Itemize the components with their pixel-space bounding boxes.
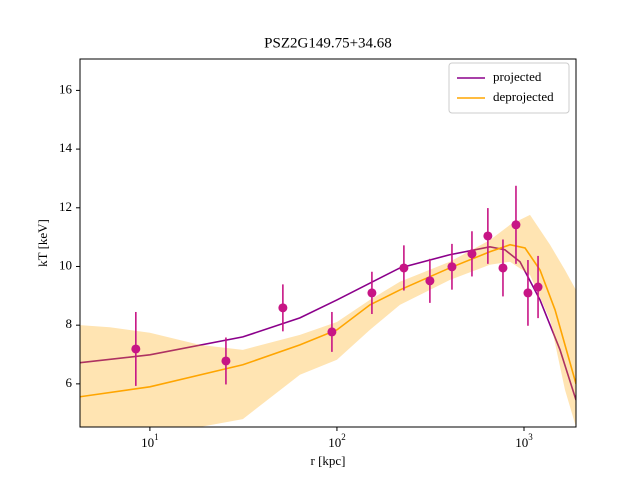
legend-label: projected [493, 69, 542, 84]
data-point [467, 249, 477, 259]
data-point [425, 276, 435, 286]
data-point [483, 231, 493, 241]
y-tick-label: 16 [59, 81, 73, 96]
data-point [533, 282, 543, 292]
data-point [278, 303, 288, 313]
x-axis-label: r [kpc] [310, 453, 345, 468]
x-tick-label: 103 [515, 432, 533, 450]
x-tick-label: 102 [328, 432, 346, 450]
x-tick-base: 10 [515, 435, 528, 450]
y-axis-label: kT [keV] [35, 219, 50, 267]
line [80, 245, 576, 401]
legend: projected deprojected [448, 62, 570, 114]
data-point [447, 262, 457, 272]
y-tick-label: 14 [59, 140, 73, 155]
y-tick-label: 8 [66, 316, 73, 331]
y-tick-label: 12 [59, 199, 72, 214]
data-point [221, 356, 231, 366]
plot-area [80, 185, 576, 427]
y-tick-label: 6 [66, 375, 73, 390]
x-tick-exponent: 3 [528, 432, 533, 442]
data-point [511, 220, 521, 230]
data-point [131, 344, 141, 354]
y-tick-label: 10 [59, 257, 72, 272]
data-point [399, 263, 409, 273]
x-tick-base: 10 [141, 435, 154, 450]
x-tick-base: 10 [328, 435, 341, 450]
data-point [367, 288, 377, 298]
legend-label: deprojected [493, 89, 554, 104]
data-point [498, 263, 508, 273]
x-tick-label: 101 [141, 432, 159, 450]
legend-box [448, 62, 570, 114]
data-point [327, 327, 337, 337]
x-tick-exponent: 2 [341, 432, 346, 442]
x-tick-exponent: 1 [154, 432, 159, 442]
chart-title: PSZ2G149.75+34.68 [264, 35, 392, 51]
data-point [523, 288, 533, 298]
axes-frame [79, 58, 577, 428]
